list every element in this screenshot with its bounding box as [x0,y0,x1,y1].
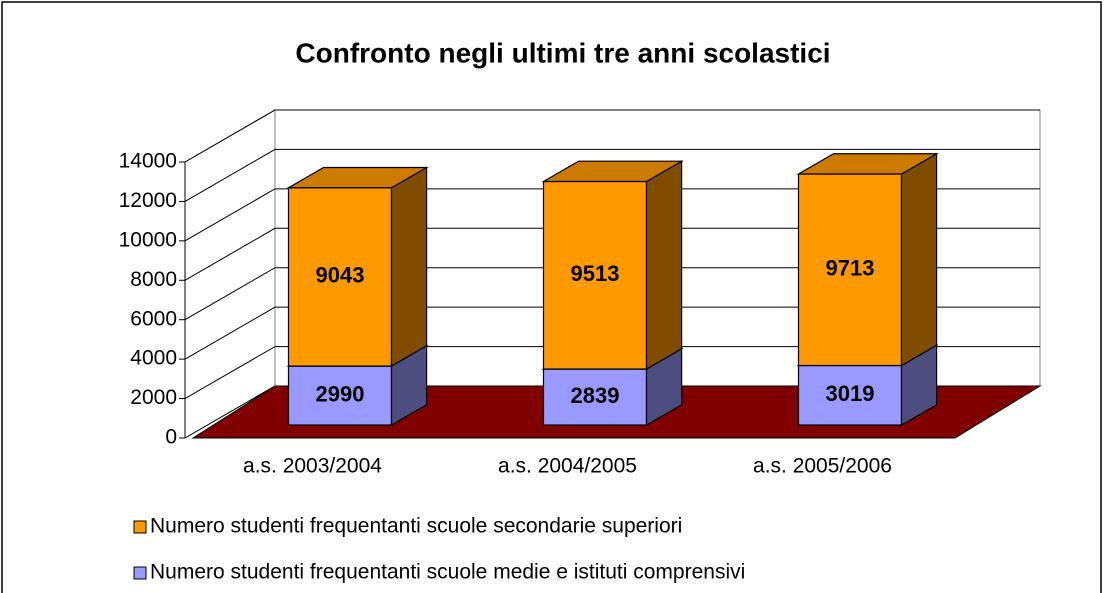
y-tick-label: 8000 [130,268,177,291]
data-label: 2990 [316,381,365,406]
legend-label: Numero studenti frequentanti scuole seco… [150,515,682,538]
x-tick-label: a.s. 2004/2005 [498,455,637,478]
grid-line [184,346,1040,400]
grid-line [184,188,1040,242]
bar-top [796,153,939,175]
bar-front [797,364,903,426]
bar-top [541,160,684,183]
y-tick-label: 6000 [130,307,177,330]
data-label: 2839 [571,383,620,408]
legend-swatch [133,566,147,580]
y-tick-label: 12000 [119,189,177,212]
grid-line [184,109,1040,163]
y-tick-label: 14000 [119,150,177,173]
bar-side [390,166,428,368]
data-label: 9043 [316,263,365,288]
y-tick-label: 4000 [130,347,177,370]
grid-line [184,148,1040,202]
y-tick-label: 0 [165,426,177,449]
chart-title: Confronto negli ultimi tre anni scolasti… [295,37,830,68]
grid-line [184,227,1040,281]
data-label: 9713 [826,256,875,281]
bar-side [645,160,683,371]
x-tick-label: a.s. 2003/2004 [243,455,382,478]
y-tick-label: 10000 [119,228,177,251]
data-label: 3019 [826,381,875,406]
bar-top [286,166,429,189]
bar-front [287,365,393,426]
bar-front [287,187,393,367]
bar-side [900,152,938,367]
grid-line [184,306,1040,360]
grid-line [184,267,1040,321]
bar-front [797,173,903,367]
data-label: 9513 [571,261,620,286]
y-tick-label: 2000 [130,386,177,409]
side-wall [184,109,276,439]
legend-label: Numero studenti frequentanti scuole medi… [150,561,745,584]
legend-swatch [133,520,147,534]
x-tick-label: a.s. 2005/2006 [753,455,892,478]
